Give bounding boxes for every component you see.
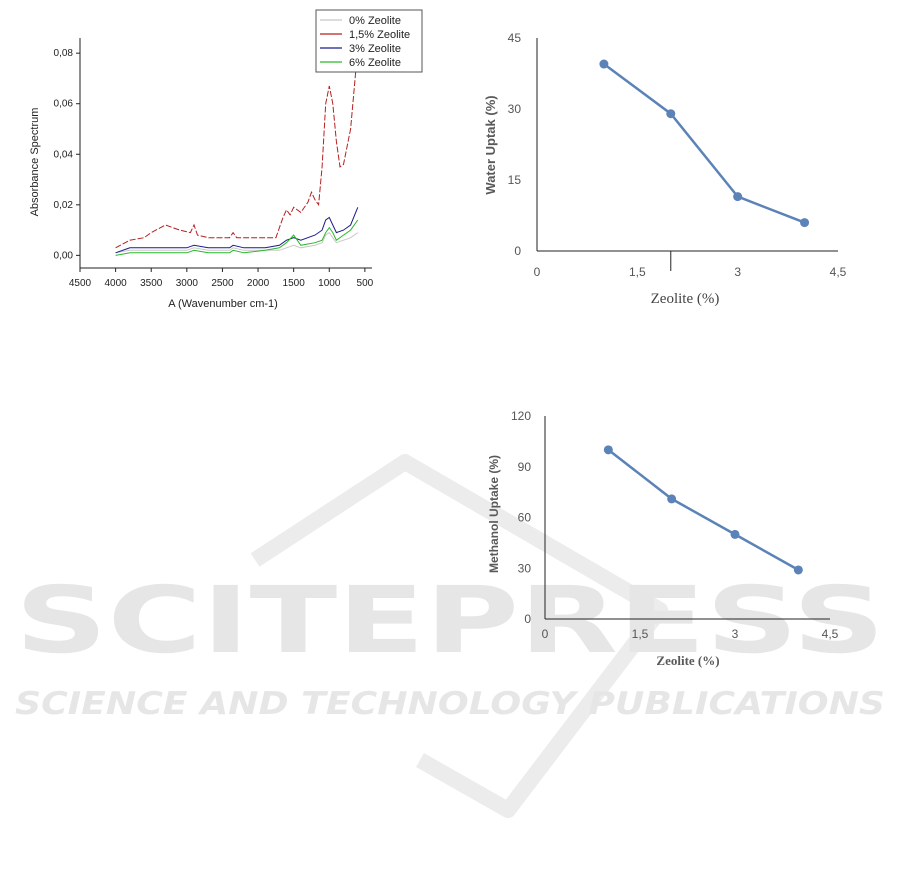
water-x-tick-label: 4,5	[830, 265, 847, 279]
water-y-axis-label: Water Uptak (%)	[483, 95, 498, 194]
water-x-tick-label: 1,5	[629, 265, 646, 279]
watermark-line1: SCITEPRESS	[15, 567, 885, 674]
ftir-series-line	[115, 207, 359, 254]
ftir-y-tick-label: 0,02	[54, 200, 74, 211]
methanol-plot	[603, 445, 803, 575]
watermark-line2: SCIENCE AND TECHNOLOGY PUBLICATIONS	[15, 686, 885, 722]
water-data-point	[733, 192, 743, 202]
watermark-logo-shape	[250, 454, 668, 818]
methanol-x-tick-label: 0	[542, 627, 549, 641]
ftir-legend-label: 6% Zeolite	[349, 57, 401, 69]
water-x-tick-label: 3	[734, 265, 741, 279]
ftir-series-line	[115, 231, 359, 254]
methanol-y-tick-label: 120	[511, 409, 531, 423]
ftir-axes: 4500 4000 3500 3000 2500 2000 1500 1000 500 0,00 0…	[54, 38, 374, 289]
ftir-x-tick-label: 2500	[211, 278, 234, 289]
ftir-series-line	[115, 219, 359, 256]
methanol-x-tick-label: 4,5	[822, 627, 839, 641]
ftir-y-axis-label: Absorbance Spectrum	[29, 108, 41, 217]
ftir-series-group	[115, 48, 359, 256]
methanol-y-axis-label: Methanol Uptake (%)	[487, 455, 501, 573]
methanol-x-axis-label: Zeolite (%)	[656, 653, 719, 668]
ftir-x-tick-label: 4000	[104, 278, 127, 289]
ftir-legend-label: 3% Zeolite	[349, 43, 401, 55]
methanol-data-point	[603, 445, 613, 455]
water-y-tick-label: 45	[508, 31, 522, 45]
methanol-series-line	[607, 448, 799, 571]
water-data-point	[666, 109, 676, 119]
ftir-y-tick-label: 0,04	[54, 149, 74, 160]
water-y-tick-label: 30	[508, 102, 522, 116]
methanol-y-tick-label: 0	[524, 612, 531, 626]
ftir-x-axis-label: A (Wavenumber cm-1)	[168, 298, 278, 310]
ftir-x-tick-label: 3000	[176, 278, 199, 289]
methanol-data-point	[730, 529, 740, 539]
ftir-x-tick-label: 1000	[318, 278, 341, 289]
methanol-y-tick-label: 30	[518, 561, 532, 575]
ftir-y-tick-label: 0,00	[54, 250, 74, 261]
methanol-data-point	[667, 494, 677, 504]
water-data-point	[800, 218, 810, 228]
ftir-x-tick-label: 500	[357, 278, 374, 289]
water-x-axis-label: Zeolite (%)	[651, 291, 720, 307]
methanol-y-tick-label: 60	[518, 511, 532, 525]
water-y-tick-label: 15	[508, 173, 522, 187]
methanol-y-tick-label: 90	[518, 460, 532, 474]
ftir-legend-label: 0% Zeolite	[349, 15, 401, 27]
ftir-y-tick-label: 0,08	[54, 48, 74, 59]
ftir-x-tick-label: 3500	[140, 278, 163, 289]
water-x-tick-label: 0	[534, 265, 541, 279]
water-axes: 0 1,5 3 4,5 0 15 30 45	[508, 31, 847, 279]
ftir-y-tick-label: 0,06	[54, 99, 74, 110]
watermark-chevron	[250, 454, 668, 818]
ftir-x-tick-label: 1500	[283, 278, 306, 289]
methanol-data-point	[793, 565, 803, 575]
water-plot	[599, 59, 810, 228]
water-data-point	[599, 59, 609, 69]
methanol-x-tick-label: 3	[732, 627, 739, 641]
ftir-x-tick-label: 4500	[69, 278, 92, 289]
ftir-legend: 0% Zeolite 1,5% Zeolite 3% Zeolite 6% Zeoli…	[315, 9, 423, 73]
water-y-tick-label: 0	[514, 244, 521, 258]
water-series-line	[603, 62, 806, 224]
methanol-x-tick-label: 1,5	[632, 627, 649, 641]
ftir-legend-label: 1,5% Zeolite	[349, 29, 410, 41]
ftir-series-line	[115, 48, 359, 249]
ftir-x-tick-label: 2000	[247, 278, 270, 289]
methanol-axes: 0 1,5 3 4,5 0 30 60 90 120	[511, 409, 839, 641]
